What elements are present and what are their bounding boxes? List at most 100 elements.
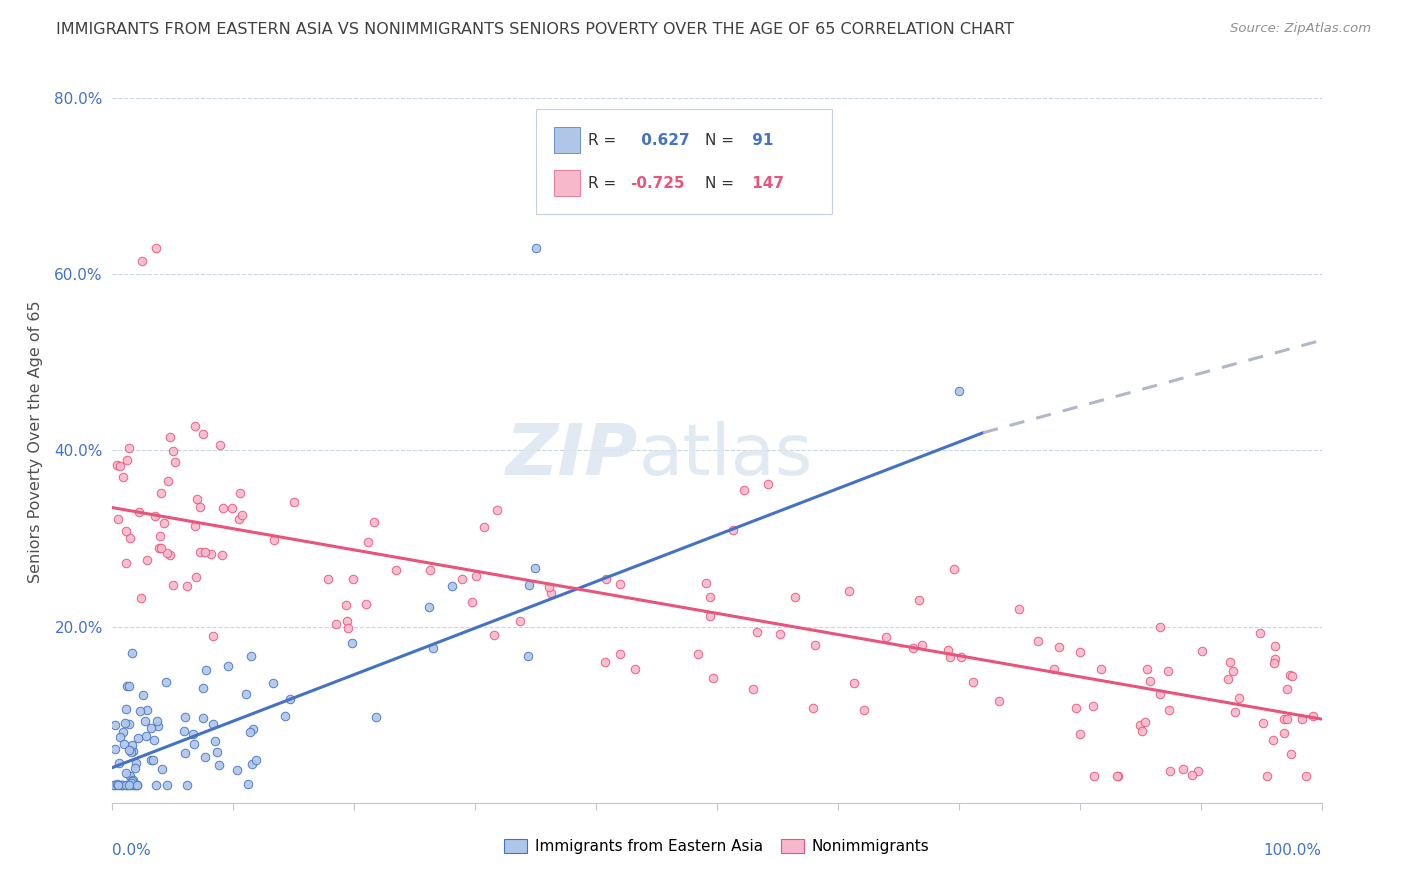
Point xyxy=(1149,620,1171,634)
Point xyxy=(111,725,134,739)
Point xyxy=(108,778,131,792)
Text: 91: 91 xyxy=(748,133,773,147)
Point xyxy=(149,486,172,500)
Point xyxy=(1263,733,1285,747)
Point xyxy=(183,737,205,751)
Point xyxy=(1279,668,1302,682)
Text: 100.0%: 100.0% xyxy=(1264,843,1322,857)
Point xyxy=(124,761,146,775)
Point xyxy=(524,241,547,255)
Point xyxy=(1136,662,1159,676)
Point xyxy=(115,524,138,538)
Point xyxy=(129,704,152,718)
Point xyxy=(125,778,148,792)
Point xyxy=(145,241,167,255)
Point xyxy=(120,778,142,792)
Point xyxy=(419,563,441,577)
Point xyxy=(156,778,179,792)
Text: 147: 147 xyxy=(748,176,785,191)
Point xyxy=(844,676,866,690)
Point xyxy=(465,569,488,583)
Point xyxy=(517,648,540,663)
Text: ZIP: ZIP xyxy=(506,422,638,491)
Text: Source: ZipAtlas.com: Source: ZipAtlas.com xyxy=(1230,22,1371,36)
Point xyxy=(422,640,444,655)
Point xyxy=(695,575,717,590)
Point xyxy=(200,548,222,562)
Point xyxy=(911,639,934,653)
Point xyxy=(191,711,214,725)
Point xyxy=(804,639,827,653)
Point xyxy=(540,585,562,599)
Point xyxy=(538,580,561,594)
Point xyxy=(609,577,631,591)
Point xyxy=(336,621,359,635)
Point xyxy=(184,570,207,584)
Point xyxy=(118,742,141,756)
Point xyxy=(122,773,145,788)
Point xyxy=(335,598,357,612)
Point xyxy=(124,778,146,792)
Point xyxy=(110,730,132,744)
Point xyxy=(176,778,198,792)
Point xyxy=(461,595,484,609)
Point xyxy=(226,763,249,777)
Text: -0.725: -0.725 xyxy=(630,176,685,191)
Point xyxy=(595,572,617,586)
Point xyxy=(1149,687,1171,701)
Point xyxy=(1130,723,1153,738)
Point xyxy=(733,483,755,498)
Point xyxy=(145,714,167,728)
Point xyxy=(283,495,305,509)
Point xyxy=(485,502,508,516)
Point xyxy=(239,725,262,739)
Point xyxy=(948,384,970,398)
Point xyxy=(747,625,769,640)
Point xyxy=(141,721,163,735)
Point xyxy=(942,561,965,575)
Text: N =: N = xyxy=(704,133,734,147)
Point xyxy=(418,599,440,614)
Point xyxy=(195,663,218,677)
Point xyxy=(768,627,790,641)
Point xyxy=(852,703,875,717)
Point xyxy=(153,516,176,531)
Point xyxy=(209,438,232,452)
Point xyxy=(139,753,162,767)
Point xyxy=(1083,769,1105,783)
Point xyxy=(342,573,364,587)
Point xyxy=(1251,715,1274,730)
Point xyxy=(115,679,138,693)
Point xyxy=(193,681,215,695)
Point xyxy=(1135,715,1157,730)
Point xyxy=(108,458,131,473)
Point xyxy=(231,508,253,522)
Point xyxy=(105,458,128,472)
Point xyxy=(838,584,860,599)
Point xyxy=(176,579,198,593)
Point xyxy=(117,679,139,693)
Point xyxy=(482,628,505,642)
Point xyxy=(201,716,224,731)
Text: atlas: atlas xyxy=(638,422,813,491)
Point xyxy=(104,718,127,732)
Point xyxy=(211,548,233,562)
Point xyxy=(517,578,540,592)
Point xyxy=(1295,769,1317,783)
Point xyxy=(783,590,806,604)
Text: N =: N = xyxy=(704,176,734,191)
Point xyxy=(194,750,217,764)
Point xyxy=(228,511,250,525)
Point xyxy=(115,778,138,792)
Point xyxy=(741,682,763,697)
Point xyxy=(236,777,259,791)
Point xyxy=(217,659,239,673)
Point xyxy=(148,719,170,733)
Point xyxy=(1191,644,1213,658)
Text: 0.627: 0.627 xyxy=(636,133,690,147)
Point xyxy=(1007,602,1029,616)
Point xyxy=(1279,747,1302,761)
Point xyxy=(1222,664,1244,678)
Point xyxy=(121,774,143,789)
Point xyxy=(551,183,574,197)
